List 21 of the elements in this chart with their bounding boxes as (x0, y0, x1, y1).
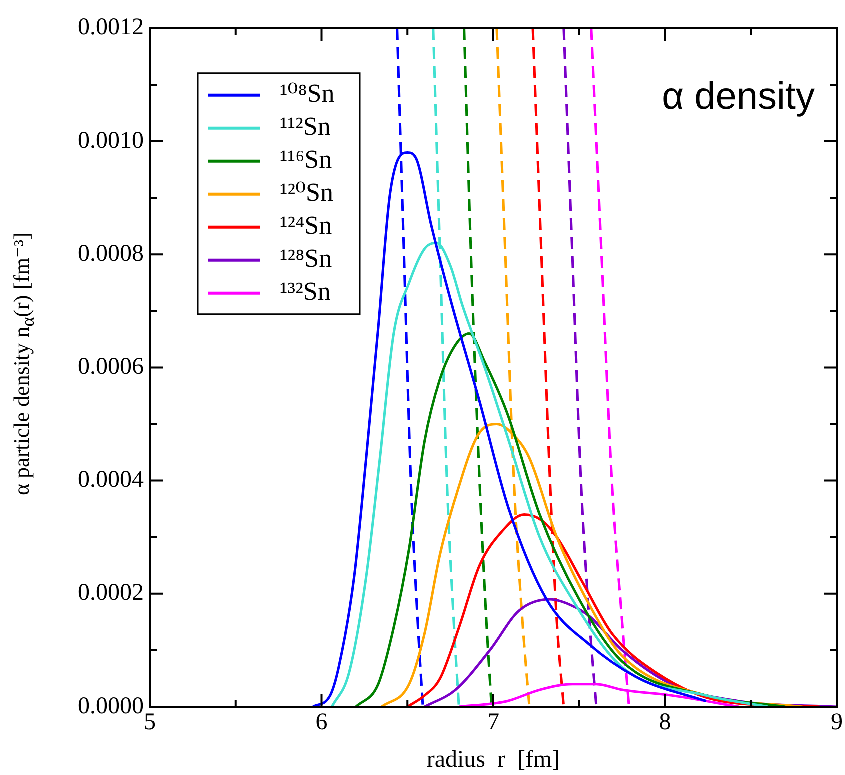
y-tick-label: 0.0002 (78, 580, 144, 606)
legend-label: ¹³²Sn (280, 277, 331, 306)
y-tick-label: 0.0010 (78, 128, 144, 154)
y-tick-label: 0.0004 (78, 467, 144, 494)
x-tick-label: 8 (659, 710, 672, 736)
y-tick-label: 0.0006 (78, 354, 144, 380)
y-tick-label: 0.0008 (78, 240, 144, 267)
y-tick-label: 0.0012 (78, 14, 144, 41)
x-axis-title: radius r [fm] (426, 746, 560, 773)
x-tick-label: 7 (488, 710, 500, 736)
x-tick-label: 5 (144, 710, 156, 736)
x-tick-label: 6 (316, 710, 328, 736)
legend-label: ¹²⁸Sn (280, 244, 332, 274)
legend-label: ¹²⁴Sn (280, 211, 332, 240)
y-tick-label: 0.0000 (78, 693, 144, 720)
legend-label: ¹²⁰Sn (280, 178, 334, 208)
legend-label: ¹¹⁶Sn (280, 145, 332, 174)
legend-label: ¹¹²Sn (280, 112, 331, 142)
x-tick-label: 9 (831, 710, 843, 736)
legend-label: ¹⁰⁸Sn (280, 79, 335, 108)
annotation: α density (662, 76, 815, 118)
